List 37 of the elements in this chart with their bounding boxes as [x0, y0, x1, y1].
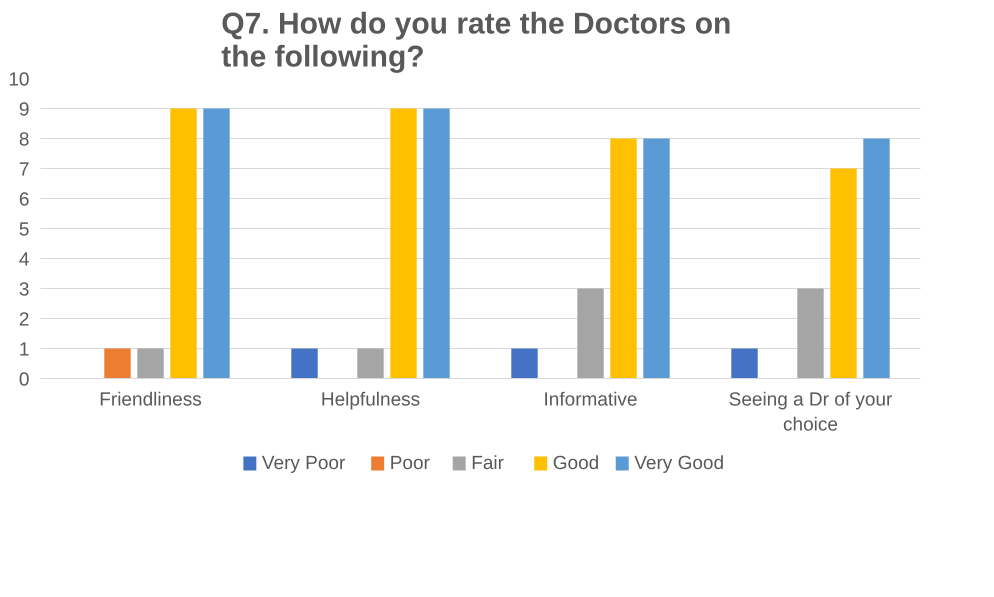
bar	[643, 138, 670, 378]
legend-label: Poor	[390, 453, 431, 474]
bar	[357, 348, 384, 378]
bar	[863, 138, 890, 378]
y-tick-label: 7	[18, 160, 30, 180]
bar	[170, 108, 197, 378]
bar	[104, 348, 131, 378]
bar	[731, 348, 758, 378]
y-tick-label: 5	[18, 220, 30, 240]
x-tick-label: Seeing a Dr of your choice	[728, 390, 894, 436]
legend-label: Very Good	[634, 453, 724, 474]
y-tick-label: 10	[8, 70, 30, 90]
y-tick-label: 1	[18, 340, 30, 360]
y-tick-label: 8	[18, 130, 30, 150]
bar	[423, 108, 450, 378]
x-tick-label: Helpfulness	[320, 390, 420, 410]
bar	[203, 108, 230, 378]
chart-title: Q7. How do you rate the Doctors on the following?	[221, 8, 732, 74]
y-tick-label: 9	[18, 100, 30, 120]
bar	[577, 288, 604, 378]
bar	[797, 288, 824, 378]
bar	[610, 138, 637, 378]
x-tick-label: Friendliness	[99, 390, 202, 410]
y-tick-label: 3	[18, 280, 30, 300]
bar	[390, 108, 417, 378]
y-tick-label: 4	[18, 250, 30, 270]
legend-label: Very Poor	[262, 453, 346, 474]
bar	[830, 168, 857, 378]
legend-label: Fair	[471, 453, 505, 474]
y-tick-label: 0	[18, 370, 30, 390]
bar	[291, 348, 318, 378]
y-tick-label: 2	[18, 310, 30, 330]
x-tick-label: Informative	[544, 390, 638, 410]
bar	[137, 348, 164, 378]
y-tick-label: 6	[18, 190, 30, 210]
legend-label: Good	[552, 453, 600, 474]
bar	[511, 348, 538, 378]
